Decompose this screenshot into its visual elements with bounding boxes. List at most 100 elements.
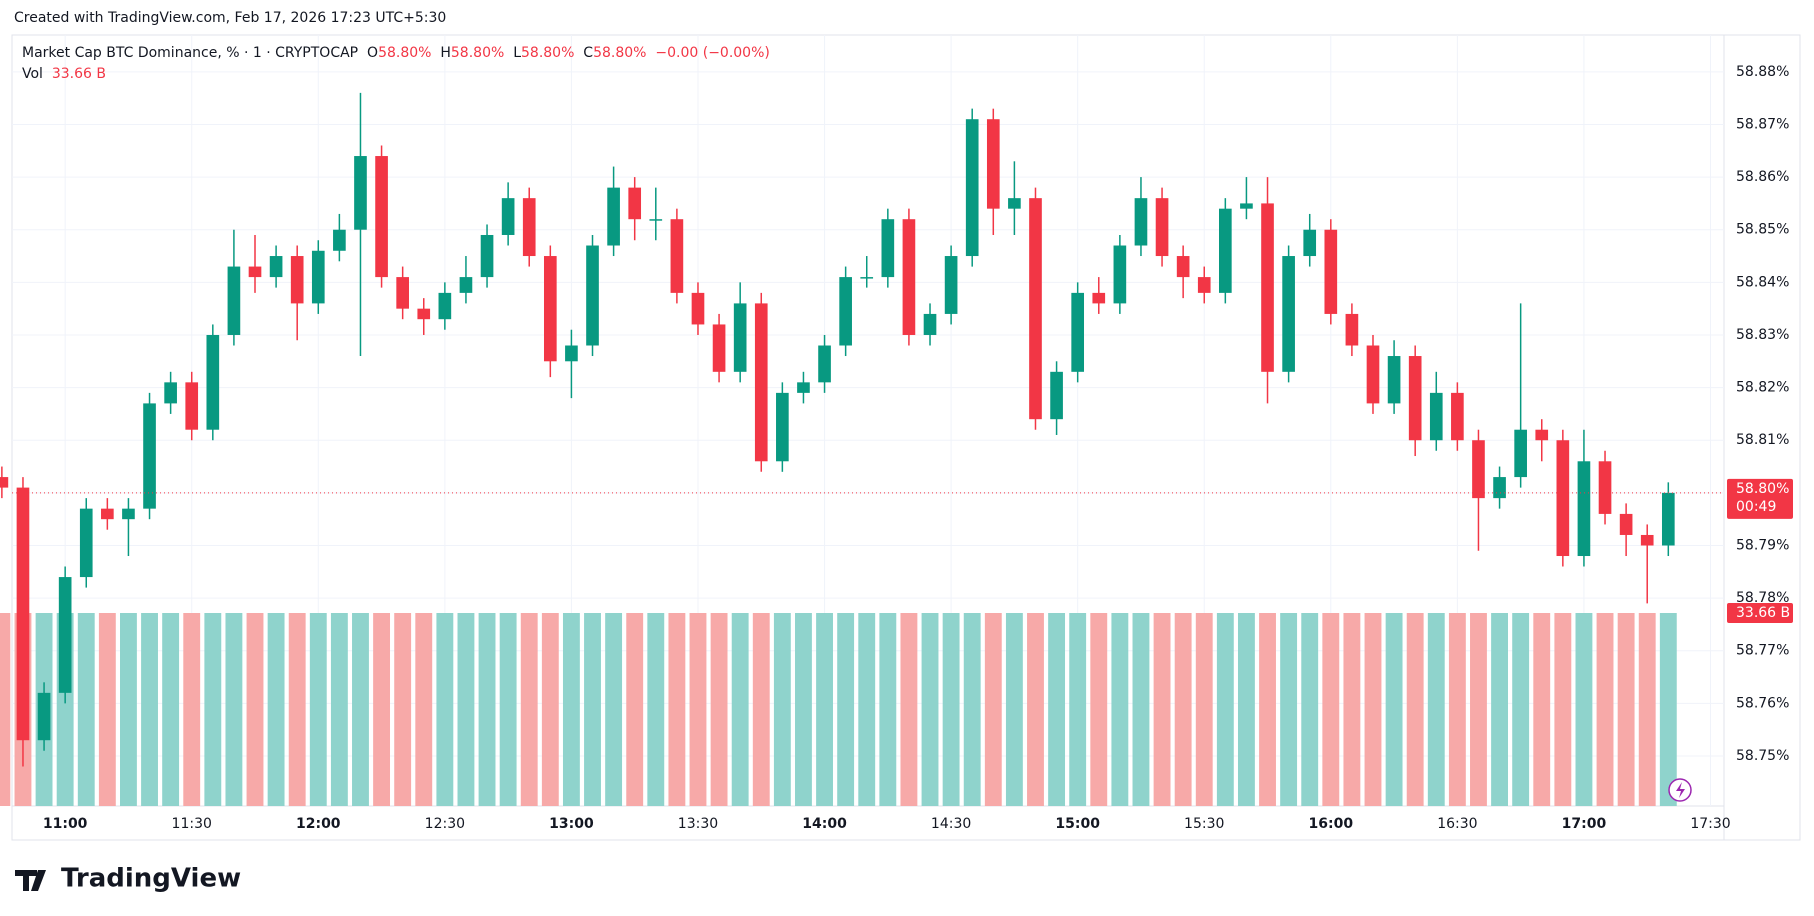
volume-bar: [879, 613, 897, 806]
candle-body: [1661, 492, 1675, 546]
volume-bar: [795, 613, 812, 806]
volume-bar: [373, 613, 391, 806]
c-value: 58.80%: [593, 45, 647, 61]
y-tick-label: 58.84%: [1736, 274, 1789, 290]
volume-bar: [689, 613, 707, 806]
vol-label: Vol: [22, 66, 43, 82]
logo-icon: [15, 870, 46, 891]
candle-body: [1240, 203, 1253, 209]
volume-legend: Vol 33.66 B: [22, 66, 106, 82]
candle-body: [37, 692, 51, 741]
o-label: O: [367, 45, 379, 61]
volume-bar: [246, 613, 264, 806]
volume-bar: [942, 613, 960, 806]
candle-body: [16, 487, 30, 741]
volume-bar: [415, 613, 433, 806]
volume-bar: [120, 613, 137, 806]
volume-bar: [1280, 613, 1298, 806]
volume-bar: [752, 613, 770, 806]
candle-body: [417, 308, 431, 320]
candle-body: [1008, 198, 1021, 209]
candle-body: [480, 234, 494, 278]
candle-body: [607, 187, 620, 246]
y-tick-label: 58.88%: [1736, 64, 1789, 80]
volume-bar: [457, 613, 475, 806]
volume-bar: [710, 613, 728, 806]
volume-bar: [309, 613, 327, 806]
volume-bar: [77, 613, 95, 806]
candle-body: [269, 256, 283, 278]
volume-bar: [225, 613, 243, 806]
volume-bar: [1005, 613, 1023, 806]
y-tick-label: 58.81%: [1736, 432, 1789, 448]
candle-body: [902, 219, 916, 335]
volume-bar: [162, 613, 180, 806]
volume-bar: [478, 613, 496, 806]
volume-bar: [1048, 613, 1066, 806]
x-tick-label: 14:30: [931, 816, 971, 832]
volume-bar: [1406, 613, 1424, 806]
volume-bar: [1385, 613, 1403, 806]
candle-body: [333, 229, 346, 251]
volume-bar: [436, 613, 454, 806]
y-tick-label: 58.79%: [1736, 537, 1789, 553]
volume-bar: [1575, 613, 1593, 806]
volume-bar: [731, 613, 749, 806]
candle-body: [839, 277, 852, 346]
legend-line: Market Cap BTC Dominance, % · 1 · CRYPTO…: [22, 45, 770, 61]
price-badge: [1727, 478, 1793, 519]
candle-body: [543, 256, 557, 362]
x-tick-label: 15:30: [1184, 816, 1224, 832]
volume-bar: [267, 613, 285, 806]
y-tick-label: 58.76%: [1736, 695, 1789, 711]
candle-body: [1113, 245, 1127, 304]
volume-bar: [963, 613, 981, 806]
volume-bar: [1174, 613, 1192, 806]
candle-body: [1324, 229, 1338, 314]
x-tick-label: 14:00: [802, 816, 847, 832]
c-label: C: [583, 45, 594, 61]
volume-bar: [773, 613, 791, 806]
volume-bar: [1027, 613, 1044, 806]
candle-body: [1134, 198, 1148, 246]
volume-bar: [1069, 613, 1087, 806]
candle-body: [776, 392, 789, 462]
volume-bar: [1470, 613, 1487, 806]
candle-body: [1029, 198, 1042, 420]
volume-bar: [1195, 613, 1213, 806]
candle-body: [1408, 356, 1422, 441]
candle-body: [522, 198, 536, 257]
h-value: 58.80%: [450, 45, 505, 61]
volume-bar: [900, 613, 918, 806]
candle-body: [311, 250, 325, 304]
candle-body: [143, 403, 156, 509]
x-tick-label: 11:00: [43, 816, 88, 832]
candle-body: [1556, 440, 1570, 557]
volume-bar: [1448, 613, 1466, 806]
volume-badge: [1727, 603, 1793, 623]
candle-body: [1577, 461, 1591, 557]
candle-body: [1429, 392, 1443, 441]
volume-bar: [1216, 613, 1234, 806]
volume-bar: [1533, 613, 1551, 806]
candle-body: [923, 313, 937, 335]
volume-bar: [288, 613, 306, 806]
candle-body: [248, 266, 262, 278]
volume-bar: [816, 613, 833, 806]
x-tick-label: 15:00: [1055, 816, 1100, 832]
candle-body: [1535, 429, 1549, 441]
candle-body: [501, 198, 515, 235]
candle-body: [1092, 292, 1106, 304]
candle-body: [1451, 392, 1464, 441]
candle-body: [754, 303, 768, 462]
candle-body: [1640, 534, 1654, 546]
x-tick-label: 12:00: [296, 816, 341, 832]
candle-body: [1345, 313, 1359, 346]
volume-bar: [352, 613, 369, 806]
candle-body: [101, 508, 114, 520]
candle-body: [565, 345, 578, 362]
x-tick-label: 13:00: [549, 816, 594, 832]
candle-body: [586, 245, 599, 346]
volume-bar: [1153, 613, 1171, 806]
volume-bar: [626, 613, 644, 806]
